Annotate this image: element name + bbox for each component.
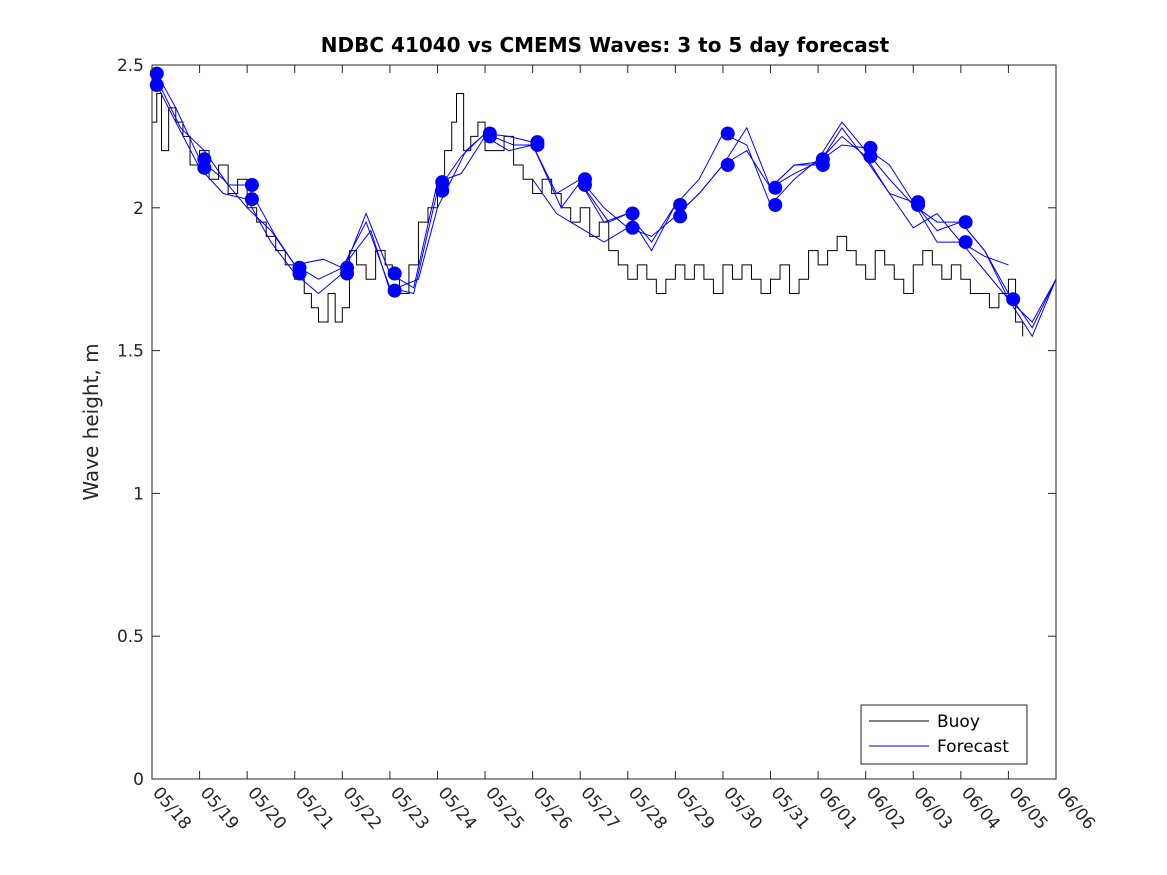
x-tick-label: 06/01 xyxy=(814,783,861,833)
legend-box xyxy=(860,704,1028,765)
y-tick-label: 1 xyxy=(133,484,144,504)
forecast-marker xyxy=(530,137,545,152)
x-tick-label: 05/31 xyxy=(767,783,814,833)
y-ticks: 0 0.5 1 1.5 2 2.5 xyxy=(117,56,1056,790)
series-buoy xyxy=(152,93,1024,337)
chart-title: NDBC 41040 vs CMEMS Waves: 3 to 5 day fo… xyxy=(321,33,890,57)
x-tick-label: 05/24 xyxy=(434,783,481,833)
x-tick-label: 05/27 xyxy=(576,783,623,833)
x-tick-label: 06/06 xyxy=(1052,783,1099,833)
forecast-marker xyxy=(244,177,259,192)
forecast-markers xyxy=(149,66,1021,307)
plot-frame xyxy=(151,64,1057,780)
forecast-run-line xyxy=(532,144,1057,338)
plot-area-border xyxy=(151,64,1057,780)
forecast-run-line xyxy=(156,79,676,292)
forecast-marker xyxy=(958,215,973,230)
x-tick-label: 05/25 xyxy=(481,783,528,833)
forecast-marker xyxy=(149,77,164,92)
forecast-marker xyxy=(482,129,497,144)
forecast-marker xyxy=(768,180,783,195)
legend: Buoy Forecast xyxy=(860,704,1028,765)
forecast-marker xyxy=(577,177,592,192)
x-tick-label: 05/18 xyxy=(148,783,195,833)
forecast-marker xyxy=(625,220,640,235)
forecast-marker xyxy=(911,197,926,212)
forecast-run-line xyxy=(579,121,1057,323)
forecast-marker xyxy=(244,192,259,207)
legend-label-buoy: Buoy xyxy=(937,712,980,732)
forecast-marker xyxy=(292,266,307,281)
x-tick-label: 05/28 xyxy=(624,783,671,833)
forecast-marker xyxy=(768,197,783,212)
forecast-marker xyxy=(435,183,450,198)
forecast-marker xyxy=(958,235,973,250)
x-tick-label: 05/30 xyxy=(719,783,766,833)
x-tick-label: 05/23 xyxy=(386,783,433,833)
y-tick-label: 2.5 xyxy=(117,56,144,76)
x-tick-label: 05/21 xyxy=(291,783,338,833)
y-axis-label: Wave height, m xyxy=(79,343,103,500)
forecast-marker xyxy=(673,209,688,224)
forecast-marker xyxy=(863,149,878,164)
x-tick-label: 05/20 xyxy=(243,783,290,833)
forecast-marker xyxy=(197,160,212,175)
forecast-marker xyxy=(1006,292,1021,307)
y-tick-label: 0.5 xyxy=(117,627,144,647)
forecast-marker xyxy=(815,157,830,172)
legend-label-forecast: Forecast xyxy=(937,737,1009,757)
forecast-marker xyxy=(387,266,402,281)
forecast-marker xyxy=(720,157,735,172)
x-tick-label: 06/04 xyxy=(957,783,1004,833)
x-tick-label: 05/22 xyxy=(338,783,385,833)
forecast-run-line xyxy=(675,126,1009,266)
forecast-marker xyxy=(625,206,640,221)
forecast-marker xyxy=(340,266,355,281)
forecast-run-line xyxy=(156,73,533,295)
buoy-line xyxy=(152,93,1024,337)
x-tick-label: 06/03 xyxy=(909,783,956,833)
y-tick-label: 1.5 xyxy=(117,342,144,362)
x-tick-label: 06/02 xyxy=(862,783,909,833)
x-tick-label: 05/29 xyxy=(672,783,719,833)
y-tick-label: 0 xyxy=(133,770,144,790)
forecast-run-line xyxy=(156,84,629,295)
y-tick-label: 2 xyxy=(133,199,144,219)
x-tick-label: 05/26 xyxy=(529,783,576,833)
forecast-marker xyxy=(720,126,735,141)
x-tick-label: 06/05 xyxy=(1005,783,1052,833)
x-tick-label: 05/19 xyxy=(196,783,243,833)
forecast-marker xyxy=(387,283,402,298)
